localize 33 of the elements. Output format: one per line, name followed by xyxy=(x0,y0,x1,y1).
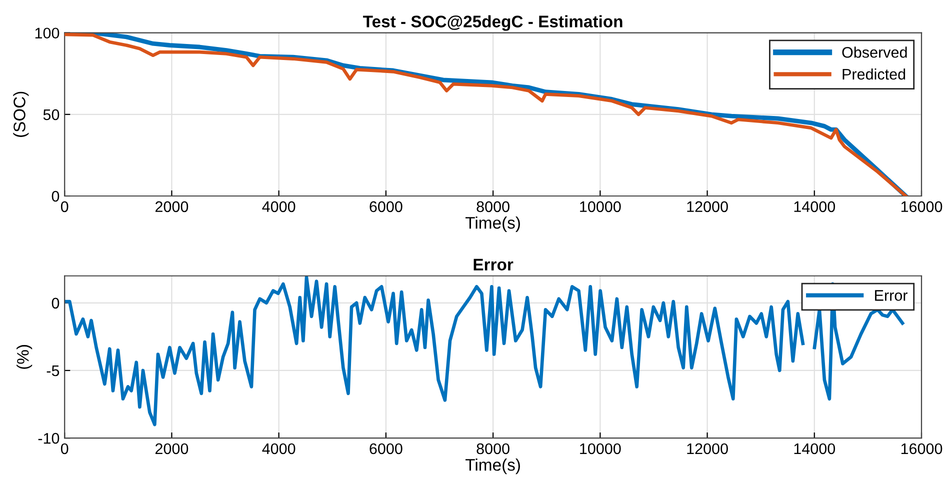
x-tick-label: 0 xyxy=(60,201,68,212)
x-tick-label: 14000 xyxy=(794,443,836,454)
y-tick-label: 0 xyxy=(52,190,60,202)
y-tick-label: 50 xyxy=(43,109,60,120)
x-tick-label: 6000 xyxy=(370,201,402,212)
x-axis-title: Time(s) xyxy=(466,216,520,232)
y-tick-label: 0 xyxy=(52,298,60,309)
y-tick-label: -5 xyxy=(46,366,60,376)
x-tick-label: 0 xyxy=(60,443,68,454)
x-tick-label: 6000 xyxy=(370,443,402,454)
x-tick-label: 2000 xyxy=(155,443,188,454)
x-tick-label: 8000 xyxy=(476,443,510,454)
x-tick-label: 16000 xyxy=(901,201,942,212)
x-tick-label: 10000 xyxy=(580,201,621,212)
y-tick-label: 100 xyxy=(35,28,60,39)
x-tick-label: 16000 xyxy=(901,443,942,454)
x-tick-label: 4000 xyxy=(262,201,296,212)
x-tick-label: 12000 xyxy=(687,443,728,454)
y-tick-label: -10 xyxy=(38,432,60,444)
x-tick-label: 8000 xyxy=(476,201,510,212)
y-axis-title: (SOC) xyxy=(13,92,29,137)
x-tick-label: 10000 xyxy=(580,443,621,454)
legend-label: Predicted xyxy=(842,68,906,80)
x-tick-label: 4000 xyxy=(262,443,296,454)
y-axis-title: (%) xyxy=(16,345,32,369)
chart-title: Error xyxy=(474,258,514,270)
legend-label: Error xyxy=(875,290,908,301)
x-tick-label: 2000 xyxy=(155,201,188,212)
x-tick-label: 14000 xyxy=(794,201,836,212)
legend-label: Observed xyxy=(842,46,907,58)
x-tick-label: 12000 xyxy=(687,201,728,212)
chart-title: Test - SOC@25degC - Estimation xyxy=(363,15,622,31)
x-axis-title: Time(s) xyxy=(466,458,520,474)
